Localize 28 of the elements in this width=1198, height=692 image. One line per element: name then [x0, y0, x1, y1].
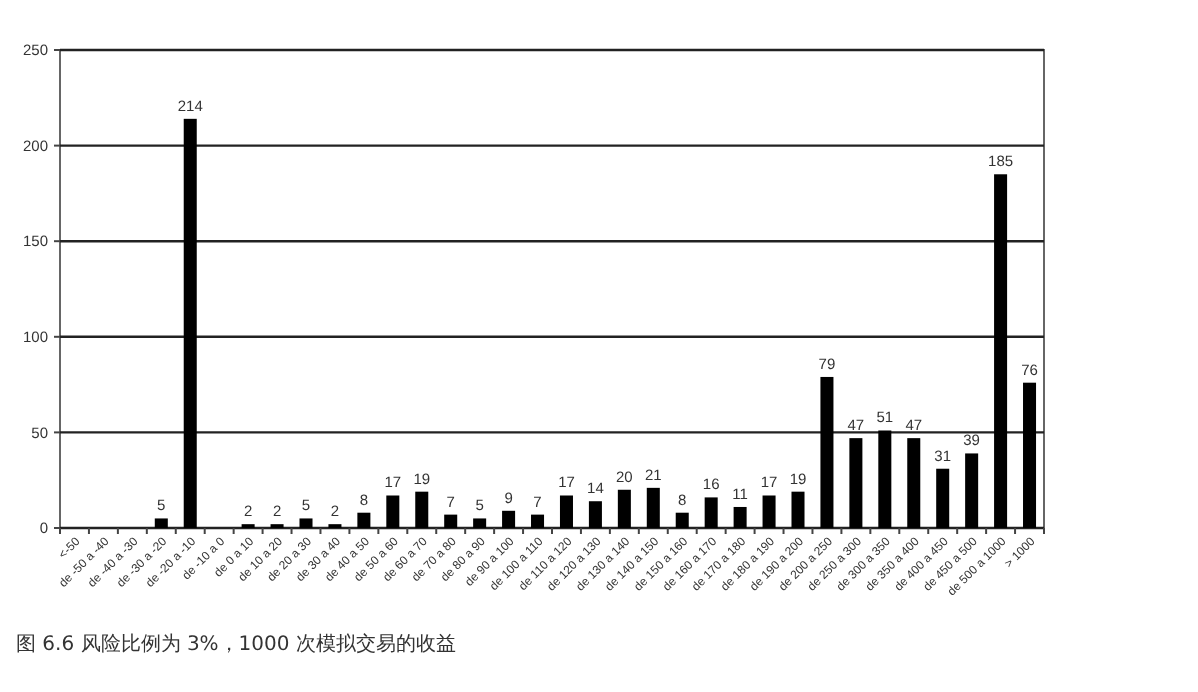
bar	[357, 512, 371, 528]
bar	[502, 510, 516, 528]
bar	[994, 174, 1008, 528]
bar	[675, 512, 689, 528]
bar	[1023, 382, 1037, 528]
bar	[444, 514, 458, 528]
bar	[878, 430, 892, 528]
bar	[588, 501, 602, 528]
bar	[299, 518, 313, 528]
bar	[820, 376, 834, 528]
bar	[936, 468, 950, 528]
bar	[965, 453, 979, 528]
bar	[733, 506, 747, 528]
bar	[559, 495, 573, 528]
bar	[791, 491, 805, 528]
bar	[183, 118, 197, 528]
bar	[531, 514, 545, 528]
bar	[386, 495, 400, 528]
bar	[762, 495, 776, 528]
bar	[646, 487, 660, 528]
bar	[907, 438, 921, 528]
bar	[617, 489, 631, 528]
bar	[849, 438, 863, 528]
bar	[473, 518, 487, 528]
caption: 图 6.6 风险比例为 3%，1000 次模拟交易的收益	[16, 632, 456, 656]
bar	[415, 491, 429, 528]
bar	[154, 518, 168, 528]
bar	[704, 497, 718, 528]
